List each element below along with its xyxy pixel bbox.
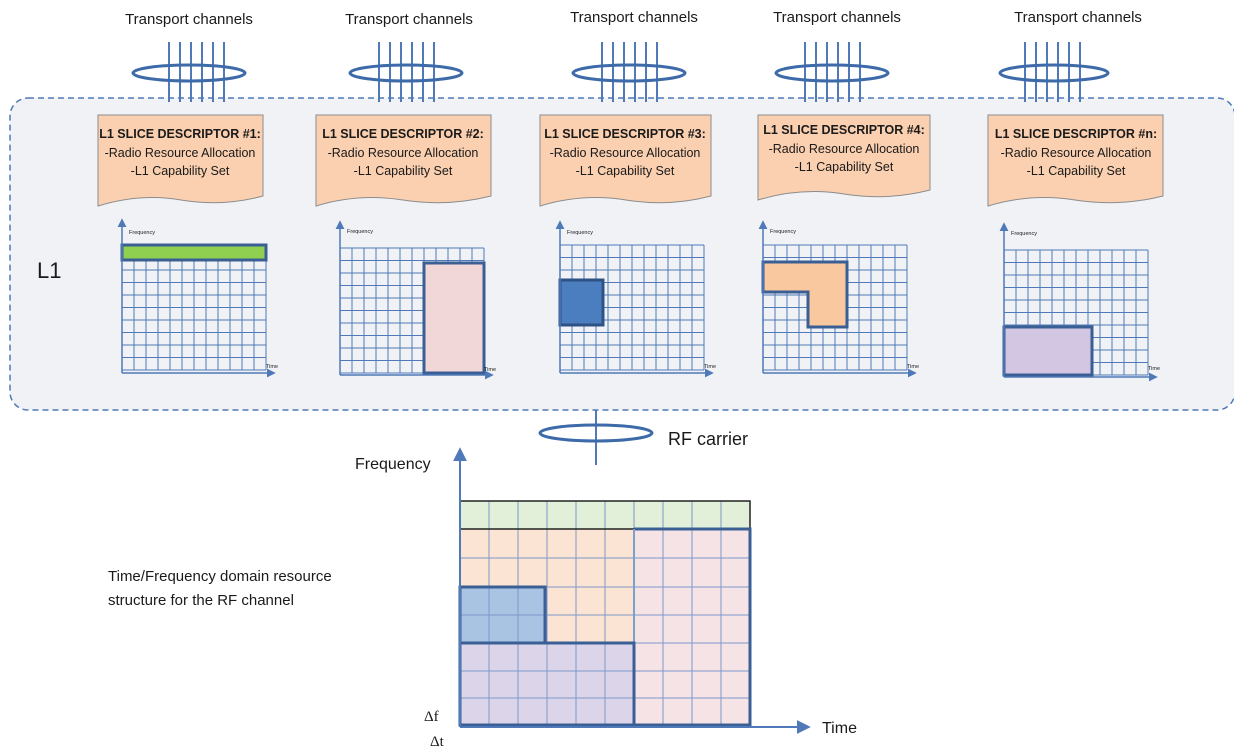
slice-axis-time-label: Time	[484, 367, 496, 373]
rf-carrier: RF carrier	[538, 410, 748, 465]
resource-grid: Frequency Time Δf Δt Time/Frequency doma…	[108, 447, 857, 750]
slice-axis-time-label: Time	[1148, 366, 1160, 372]
transport-channels-icon	[774, 42, 890, 102]
transport-channels-label: Transport channels	[570, 9, 698, 26]
l1-label: L1	[37, 258, 61, 283]
slice-descriptor-radio-resource: -Radio Resource Allocation	[105, 146, 256, 160]
slice-descriptor-radio-resource: -Radio Resource Allocation	[1001, 146, 1152, 160]
transport-channels-icon	[348, 42, 464, 102]
slice-allocation	[1002, 325, 1094, 377]
slice-grid-2: Frequency Time	[335, 220, 496, 380]
slice-descriptor-title: L1 SLICE DESCRIPTOR #4:	[763, 123, 925, 137]
rf-carrier-label: RF carrier	[668, 429, 748, 449]
slice-descriptor-radio-resource: -Radio Resource Allocation	[550, 146, 701, 160]
resource-structure-description-line1: Time/Frequency domain resource	[108, 568, 332, 585]
slice-descriptor-title: L1 SLICE DESCRIPTOR #1:	[99, 127, 261, 141]
slice-axis-frequency-label: Frequency	[770, 229, 796, 235]
slice-axis-time-label: Time	[266, 364, 278, 370]
delta-t-label: Δt	[430, 734, 445, 750]
slice-axis-time-label: Time	[704, 364, 716, 370]
slice-descriptor-title: L1 SLICE DESCRIPTOR #2:	[322, 127, 484, 141]
transport-channels-label: Transport channels	[773, 9, 901, 26]
slice-grid-4: Frequency Time	[758, 220, 919, 378]
slice-descriptor-title: L1 SLICE DESCRIPTOR #n:	[995, 127, 1157, 141]
time-axis-label: Time	[822, 720, 857, 737]
slice-descriptor-capability: -L1 Capability Set	[1027, 164, 1126, 178]
slice-descriptor-box	[987, 114, 1164, 207]
slice-n: Transport channels L1 SLICE DESCRIPTOR #…	[987, 9, 1164, 382]
slice-4: Transport channels L1 SLICE DESCRIPTOR #…	[757, 9, 931, 378]
frequency-axis-label: Frequency	[355, 456, 431, 473]
slice-axis-frequency-label: Frequency	[347, 229, 373, 235]
slice-descriptor-box	[97, 114, 264, 207]
slice-allocation	[120, 243, 268, 262]
delta-f-label: Δf	[424, 709, 439, 725]
slice-descriptor-radio-resource: -Radio Resource Allocation	[769, 142, 920, 156]
slice-descriptor-title: L1 SLICE DESCRIPTOR #3:	[544, 127, 706, 141]
slice-allocation	[558, 278, 605, 327]
slice-axis-time-label: Time	[907, 364, 919, 370]
slice-descriptor-box	[315, 114, 492, 207]
slice-2: Transport channels L1 SLICE DESCRIPTOR #…	[315, 11, 496, 380]
transport-channels-icon	[571, 42, 687, 102]
slice-descriptor-capability: -L1 Capability Set	[131, 164, 230, 178]
slice-1: Transport channels L1 SLICE DESCRIPTOR #…	[97, 11, 278, 378]
transport-channels-label: Transport channels	[1014, 9, 1142, 26]
slice-grid-1: Frequency Time	[117, 218, 278, 378]
slice-allocation	[422, 261, 486, 375]
slice-descriptor-box	[539, 114, 712, 207]
slice-descriptor-capability: -L1 Capability Set	[354, 164, 453, 178]
slice-descriptor-radio-resource: -Radio Resource Allocation	[328, 146, 479, 160]
slice-axis-frequency-label: Frequency	[129, 230, 155, 236]
transport-channels-label: Transport channels	[345, 11, 473, 28]
transport-channels-icon	[998, 42, 1110, 102]
slice-descriptor-capability: -L1 Capability Set	[576, 164, 675, 178]
transport-channels-label: Transport channels	[125, 11, 253, 28]
slice-grid-5: Frequency Time	[999, 222, 1160, 382]
transport-channels-icon	[131, 42, 247, 102]
slice-3: Transport channels L1 SLICE DESCRIPTOR #…	[539, 9, 716, 378]
slice-descriptor-box	[757, 114, 931, 201]
resource-structure-description-line2: structure for the RF channel	[108, 592, 294, 609]
slice-grid-3: Frequency Time	[555, 220, 716, 378]
slice-descriptor-capability: -L1 Capability Set	[795, 160, 894, 174]
slice-axis-frequency-label: Frequency	[567, 230, 593, 236]
slice-axis-frequency-label: Frequency	[1011, 231, 1037, 237]
